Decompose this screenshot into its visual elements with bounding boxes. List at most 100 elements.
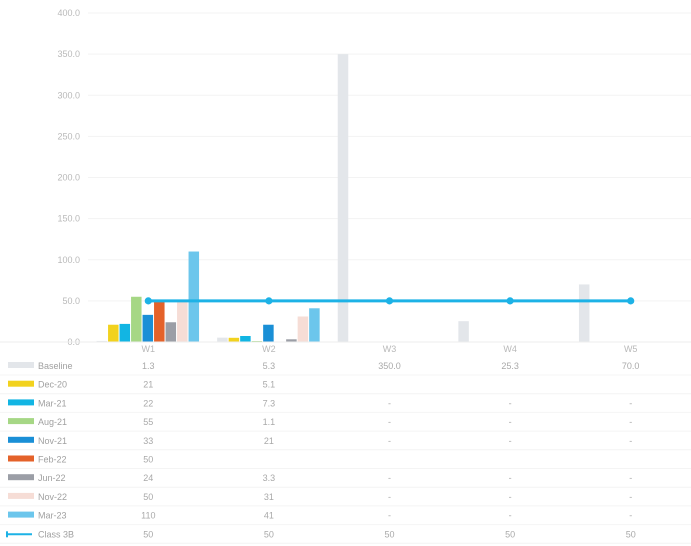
table-cell: 50 [143, 529, 153, 539]
y-tick-label: 300.0 [57, 90, 80, 100]
table-cell: - [629, 417, 632, 427]
bar-mar-21 [240, 335, 251, 342]
legend-label: Mar-21 [38, 398, 67, 408]
bar-nov-21 [263, 324, 274, 342]
x-category-label: W3 [383, 344, 397, 354]
bar-nov-22 [177, 300, 188, 342]
y-axis: 0.050.0100.0150.0200.0250.0300.0350.0400… [57, 8, 80, 347]
x-category-label: W4 [503, 344, 517, 354]
x-category-label: W5 [624, 344, 638, 354]
table-cell: - [509, 417, 512, 427]
legend-key-cap [6, 531, 8, 538]
x-category-label: W2 [262, 344, 276, 354]
bar-feb-22 [154, 300, 165, 342]
table-cell: 5.1 [263, 380, 276, 390]
legend-label: Nov-22 [38, 492, 67, 502]
table-cell: 1.1 [263, 417, 276, 427]
table-cell: - [388, 511, 391, 521]
table-cell: 33 [143, 436, 153, 446]
table-cell: - [509, 436, 512, 446]
table-cell: - [629, 511, 632, 521]
y-tick-label: 50.0 [62, 296, 80, 306]
bar-dec-20 [228, 337, 240, 342]
table-cell: 350.0 [378, 361, 401, 371]
legend-label: Feb-22 [38, 455, 67, 465]
bar-mar-21 [119, 323, 131, 342]
table-cell: 21 [264, 436, 274, 446]
y-tick-label: 400.0 [57, 8, 80, 18]
y-tick-label: 100.0 [57, 255, 80, 265]
table-cell: - [388, 417, 391, 427]
table-cell: 25.3 [501, 361, 519, 371]
bar-jun-22 [165, 322, 177, 342]
table-cell: 50 [505, 529, 515, 539]
table-cell: - [629, 492, 632, 502]
bar-nov-21 [142, 314, 154, 342]
table-cell: 3.3 [263, 473, 276, 483]
table-cell: - [388, 398, 391, 408]
bar-mar-23 [188, 251, 200, 342]
bar-aug-21 [131, 296, 142, 342]
legend-label: Dec-20 [38, 380, 67, 390]
legend-key [8, 362, 34, 368]
gridlines [88, 12, 691, 343]
table-cell: 41 [264, 511, 274, 521]
table-cell: - [388, 473, 391, 483]
table-cell: 55 [143, 417, 153, 427]
table-cell: 1.3 [142, 361, 155, 371]
legend-key [8, 455, 34, 462]
bar-nov-22 [297, 316, 309, 342]
legend-key [8, 418, 34, 425]
table-cell: 31 [264, 492, 274, 502]
bar-baseline [337, 54, 349, 342]
bar-baseline [458, 321, 469, 342]
table-cell: 7.3 [263, 398, 276, 408]
y-tick-label: 350.0 [57, 49, 80, 59]
table-cell: - [629, 473, 632, 483]
bar-mar-23 [309, 308, 320, 342]
line-point [385, 297, 394, 305]
table-cell: 110 [141, 511, 155, 521]
legend-label: Mar-23 [38, 511, 67, 521]
legend-key [8, 492, 34, 499]
table-cell: - [388, 436, 391, 446]
table-cell: - [509, 511, 512, 521]
table-cell: 50 [143, 455, 153, 465]
table-cell: - [629, 398, 632, 408]
legend-label: Jun-22 [38, 473, 66, 483]
table-cell: 70.0 [622, 361, 640, 371]
legend-key [8, 511, 34, 518]
table-cell: 50 [626, 529, 636, 539]
line-series [144, 297, 635, 305]
legend-key [8, 399, 34, 406]
bar-baseline [96, 340, 108, 342]
table-cell: - [509, 492, 512, 502]
line-point [144, 297, 152, 305]
data-table: W1 W2 W3 W4 W5 Baseline 1.3 5.3 350.0 25.3 70.0 Dec… [0, 341, 691, 544]
table-cell: 5.3 [263, 361, 276, 371]
table-cell: - [388, 492, 391, 502]
legend-label: Nov-21 [38, 436, 67, 446]
table-cell: - [509, 398, 512, 408]
table-cell: - [509, 473, 512, 483]
legend-key [8, 436, 34, 443]
bar-baseline [217, 337, 228, 342]
line-point [265, 297, 273, 305]
table-cell: - [629, 436, 632, 446]
table-cell: 22 [143, 398, 153, 408]
legend-label: Class 3B [38, 529, 74, 539]
bar-baseline [578, 284, 590, 342]
x-category-label: W1 [142, 344, 156, 354]
legend-label: Baseline [38, 361, 73, 371]
table-cell: 50 [384, 529, 394, 539]
legend-key [8, 380, 34, 387]
legend-label: Aug-21 [38, 417, 67, 427]
table-cell: 50 [264, 529, 274, 539]
bars [96, 54, 590, 342]
table-cell: 50 [143, 492, 153, 502]
y-tick-label: 250.0 [57, 131, 80, 141]
line-point [506, 297, 514, 305]
legend-key [8, 474, 34, 481]
table-cell: 24 [143, 473, 153, 483]
table-cell: 21 [143, 380, 153, 390]
